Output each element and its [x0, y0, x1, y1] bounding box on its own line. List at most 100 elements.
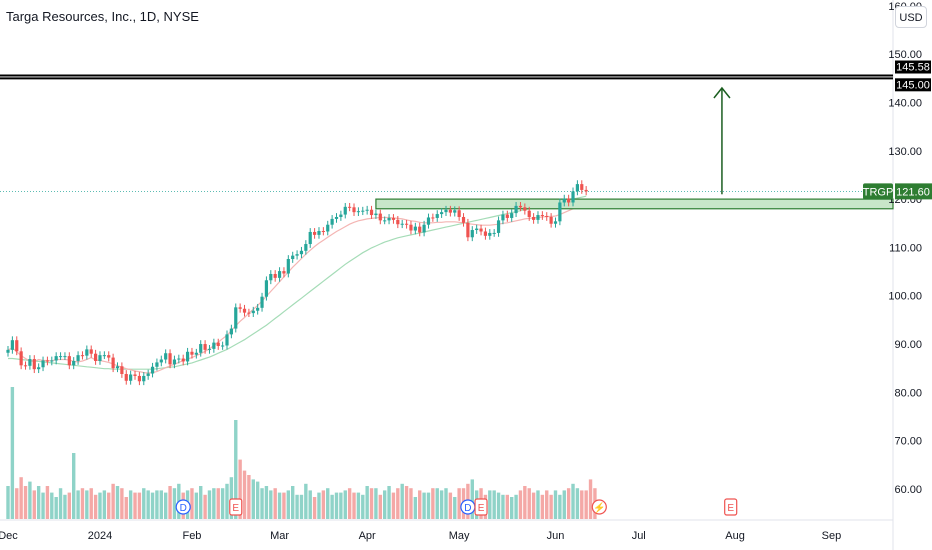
candle: [444, 205, 448, 217]
candle: [549, 213, 553, 228]
candle-body: [67, 356, 71, 366]
candle: [15, 336, 19, 356]
event-marker[interactable]: D: [175, 499, 191, 515]
drawing-overlays[interactable]: [0, 74, 894, 210]
event-marker[interactable]: D: [460, 499, 476, 515]
candle: [308, 228, 312, 248]
candle-body: [124, 374, 128, 381]
candle-body: [277, 271, 282, 278]
price-tick-label: 100.00: [888, 291, 922, 303]
candle: [94, 349, 98, 365]
candle-body: [286, 259, 290, 274]
event-marker[interactable]: E: [474, 498, 488, 516]
candle: [422, 220, 426, 237]
candle-body: [251, 310, 255, 314]
candle-body: [264, 280, 269, 297]
volume-bar: [453, 497, 457, 519]
volume-bar: [540, 494, 545, 519]
candle: [356, 207, 360, 217]
event-markers[interactable]: D E D E ⚡ E: [175, 498, 738, 516]
candle-body: [229, 328, 233, 335]
price-level-tag[interactable]: 145.58: [895, 60, 931, 74]
volume-bar: [269, 490, 273, 519]
event-marker[interactable]: E: [229, 498, 243, 516]
symbol-tag-bg: [863, 183, 893, 200]
price-tick-label: 130.00: [888, 146, 922, 158]
candle-body: [15, 340, 19, 352]
time-tick-label: Feb: [182, 530, 201, 542]
volume-bar: [549, 494, 553, 519]
candle-body: [282, 271, 286, 274]
volume-bar: [352, 492, 356, 519]
candle: [67, 352, 71, 370]
event-marker[interactable]: E: [724, 498, 738, 516]
volume-bar: [190, 488, 194, 519]
volume-bar: [435, 488, 439, 519]
time-tick-label: May: [449, 530, 470, 542]
candle-body: [150, 366, 155, 374]
time-axis[interactable]: Dec 2024 Feb Mar Apr May Jun Jul Aug Sep: [0, 530, 841, 542]
volume-bar: [304, 483, 308, 519]
time-tick-label: Aug: [725, 530, 745, 542]
volume-bar: [580, 490, 584, 519]
candle: [334, 213, 339, 223]
volume-bar: [286, 490, 291, 519]
volume-bar: [58, 488, 63, 519]
candle: [6, 345, 10, 357]
candle: [488, 229, 492, 240]
volume-bar: [492, 490, 496, 519]
split-icon: [591, 499, 607, 515]
candle: [260, 292, 264, 312]
candles: [6, 180, 588, 386]
candle: [63, 352, 67, 360]
candle-body: [242, 308, 247, 313]
last-price-tag[interactable]: 121.60: [895, 183, 932, 200]
price-level-tag[interactable]: 145.00: [895, 78, 931, 92]
candle: [203, 340, 207, 354]
candle-body: [304, 244, 308, 251]
candle: [540, 211, 544, 220]
symbol-tag[interactable]: TRGP: [863, 183, 894, 200]
candle: [115, 362, 120, 373]
candle-body: [54, 356, 58, 361]
volume-bar: [142, 488, 146, 519]
candle-body: [396, 219, 400, 225]
candle: [457, 206, 461, 221]
candle: [199, 340, 203, 357]
volume-bar: [72, 453, 76, 519]
volume-bar: [168, 486, 172, 519]
candle-body: [142, 375, 146, 382]
candle-body: [488, 232, 492, 236]
volume-bar: [361, 494, 365, 519]
candle: [172, 355, 177, 369]
volume-bar: [172, 488, 177, 519]
candle-body: [440, 212, 444, 215]
candle: [89, 345, 93, 358]
candle: [45, 356, 50, 366]
volume-bar: [439, 490, 444, 519]
candle: [448, 205, 452, 217]
volume-bar: [299, 494, 304, 519]
volume-bar: [409, 488, 413, 519]
candle: [212, 338, 216, 353]
candle: [383, 216, 387, 225]
candle-body: [199, 344, 203, 353]
volume-bars: [6, 387, 597, 519]
volume-bar: [396, 488, 400, 519]
candle: [282, 267, 286, 278]
candle-body: [238, 307, 242, 309]
candle-body: [190, 351, 194, 355]
currency-button[interactable]: USD: [895, 6, 927, 28]
candle: [299, 246, 304, 259]
target-arrow-head[interactable]: [713, 86, 731, 99]
volume-bar: [238, 459, 242, 519]
candle-body: [19, 351, 23, 366]
candle: [369, 205, 374, 219]
candle-body: [584, 189, 588, 192]
support-zone-box[interactable]: [375, 198, 894, 210]
event-marker[interactable]: ⚡: [591, 499, 607, 515]
price-axis[interactable]: 60.0070.0080.0090.00100.00110.00120.0013…: [863, 1, 932, 496]
candle-body: [510, 213, 514, 218]
event-marker-text: D: [180, 503, 187, 514]
